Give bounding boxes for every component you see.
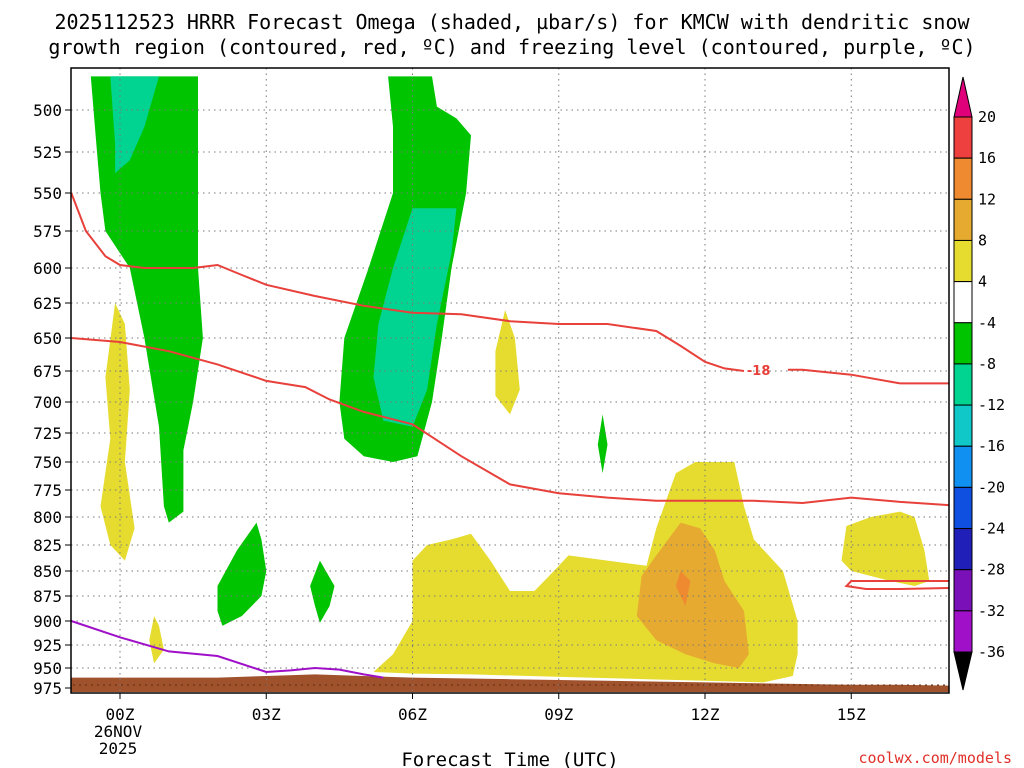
colorbar-label: 12	[978, 190, 996, 208]
x-tick-sublabel: 26NOV	[94, 722, 143, 741]
y-tick-label: 725	[33, 424, 62, 443]
y-tick-label: 625	[33, 294, 62, 313]
omega-fill-yellow-E	[841, 511, 930, 586]
y-tick-label: 575	[33, 222, 62, 241]
omega-fill-green-D	[310, 560, 335, 623]
contour-group	[70, 192, 949, 679]
colorbar-segment	[953, 486, 973, 530]
plot-frame	[70, 67, 950, 694]
y-tick-label: 950	[33, 659, 62, 678]
colorbar-label: -4	[978, 314, 996, 332]
dgz-small-loop	[844, 580, 949, 590]
colorbar-label: 20	[978, 108, 996, 126]
colorbar-segment	[953, 116, 973, 159]
y-tick-label: 650	[33, 329, 62, 348]
omega-fill-orange-A	[636, 522, 749, 668]
colorbar-label: -36	[978, 643, 1005, 661]
omega-fill-green-E	[597, 414, 608, 474]
x-axis-label: Forecast Time (UTC)	[401, 749, 618, 768]
y-tick-label: 975	[33, 679, 62, 698]
colorbar-segment	[953, 528, 973, 571]
omega-fill-green-C	[217, 522, 267, 626]
watermark-link[interactable]: coolwx.com/models	[858, 749, 1012, 767]
dgz-lower-line	[71, 337, 949, 507]
y-tick-label: 900	[33, 612, 62, 631]
colorbar-label: -8	[978, 355, 996, 373]
colorbar-bottom-arrow	[953, 651, 973, 691]
y-tick-label: 800	[33, 508, 62, 527]
colorbar-segment	[953, 239, 973, 283]
colorbar-label: 8	[978, 231, 987, 249]
freezing-level-line	[70, 620, 384, 679]
omega-fill-red-A	[675, 571, 691, 606]
y-tick-label: 750	[33, 453, 62, 472]
y-tick-label: 700	[33, 393, 62, 412]
y-tick-label: 675	[33, 362, 62, 381]
colorbar-segment	[953, 198, 973, 241]
x-tick-label: 00Z	[106, 705, 135, 724]
colorbar-segment	[953, 569, 973, 612]
y-tick-label: 550	[33, 184, 62, 203]
dgz-upper-line	[70, 192, 745, 372]
y-tick-label: 825	[33, 536, 62, 555]
omega-fill-yellow-B	[149, 616, 164, 664]
chart-title-line2: growth region (contoured, red, ºC) and f…	[48, 35, 975, 59]
colorbar-segment	[953, 445, 973, 488]
y-axis-ticks: 500 525 550 575 600 625 650 675 700 725 750 775 800 8…	[33, 101, 71, 698]
omega-fill-yellow-C	[495, 310, 520, 415]
y-tick-label: 600	[33, 259, 62, 278]
colorbar-label: 4	[978, 273, 987, 291]
x-tick-label: 09Z	[544, 705, 573, 724]
omega-fill-green-A	[90, 76, 203, 523]
y-tick-label: 525	[33, 143, 62, 162]
omega-fill-group	[90, 76, 930, 683]
omega-fill-yellow-A	[100, 303, 135, 561]
x-tick-label: 15Z	[837, 705, 866, 724]
contour-label-group: -18	[747, 364, 771, 379]
colorbar-segment	[953, 157, 973, 200]
colorbar-label: -28	[978, 561, 1005, 579]
x-tick-label: 06Z	[398, 705, 427, 724]
y-tick-label: 775	[33, 481, 62, 500]
colorbar-segment	[953, 610, 973, 653]
y-tick-label: 925	[33, 636, 62, 655]
colorbar-segment	[953, 404, 973, 447]
colorbar-segment	[953, 281, 973, 324]
grid-group	[71, 68, 949, 693]
colorbar-label: -12	[978, 396, 1005, 414]
terrain-group	[71, 674, 949, 692]
colorbar-segment	[953, 363, 973, 406]
x-tick-label: 12Z	[691, 705, 720, 724]
colorbar-top-arrow	[953, 76, 973, 118]
contour-label: -18	[747, 364, 771, 379]
colorbar: 20 16 12 8 4 -4 -8 -12 -16 -20 -24 -28 -32 -36	[953, 76, 1005, 691]
x-tick-sublabel: 2025	[99, 739, 138, 758]
x-tick-label: 03Z	[252, 705, 281, 724]
omega-fill-teal-B	[373, 208, 457, 427]
y-tick-label: 875	[33, 587, 62, 606]
chart-title-line1: 2025112523 HRRR Forecast Omega (shaded, …	[54, 10, 970, 34]
dgz-upper-line-right	[787, 368, 949, 385]
y-tick-label: 850	[33, 562, 62, 581]
colorbar-segment	[953, 322, 973, 365]
colorbar-label: 16	[978, 149, 996, 167]
y-tick-label: 500	[33, 101, 62, 120]
colorbar-label: -24	[978, 520, 1005, 538]
omega-fill-teal-A	[110, 76, 159, 174]
colorbar-label: -20	[978, 478, 1005, 496]
colorbar-label: -32	[978, 602, 1005, 620]
terrain-fill	[71, 674, 949, 692]
colorbar-label: -16	[978, 437, 1005, 455]
